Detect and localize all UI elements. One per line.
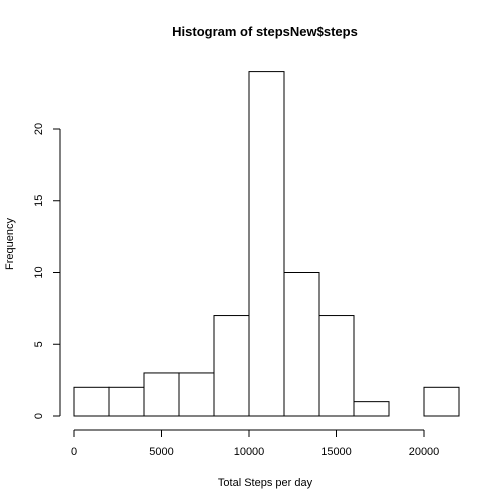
y-tick-label: 0 — [33, 413, 45, 419]
histogram-bar — [143, 372, 180, 417]
histogram-bar — [423, 386, 460, 417]
x-axis-label: Total Steps per day — [218, 477, 313, 489]
y-axis-label: Frequency — [4, 218, 16, 270]
histogram-bar — [283, 272, 320, 417]
x-tick-label: 5000 — [149, 446, 173, 458]
histogram-bar — [178, 372, 215, 417]
y-tick-label: 15 — [33, 195, 45, 207]
x-tick-label: 0 — [71, 446, 77, 458]
histogram-bar — [213, 315, 250, 417]
histogram-bar — [73, 386, 110, 417]
histogram-bar — [108, 386, 145, 417]
y-tick-label: 5 — [33, 341, 45, 347]
bars-group — [73, 71, 460, 417]
x-tick-label: 20000 — [409, 446, 440, 458]
histogram-bar — [318, 315, 355, 417]
histogram-bar — [248, 71, 285, 417]
y-axis: 0 5 10 15 20 — [33, 123, 61, 419]
x-axis: 0 5000 10000 15000 20000 — [71, 429, 440, 458]
y-tick-label: 10 — [33, 266, 45, 278]
histogram-bar — [353, 401, 390, 417]
x-tick-label: 10000 — [234, 446, 265, 458]
x-tick-label: 15000 — [321, 446, 352, 458]
chart-title: Histogram of stepsNew$steps — [172, 24, 358, 39]
y-tick-label: 20 — [33, 123, 45, 135]
